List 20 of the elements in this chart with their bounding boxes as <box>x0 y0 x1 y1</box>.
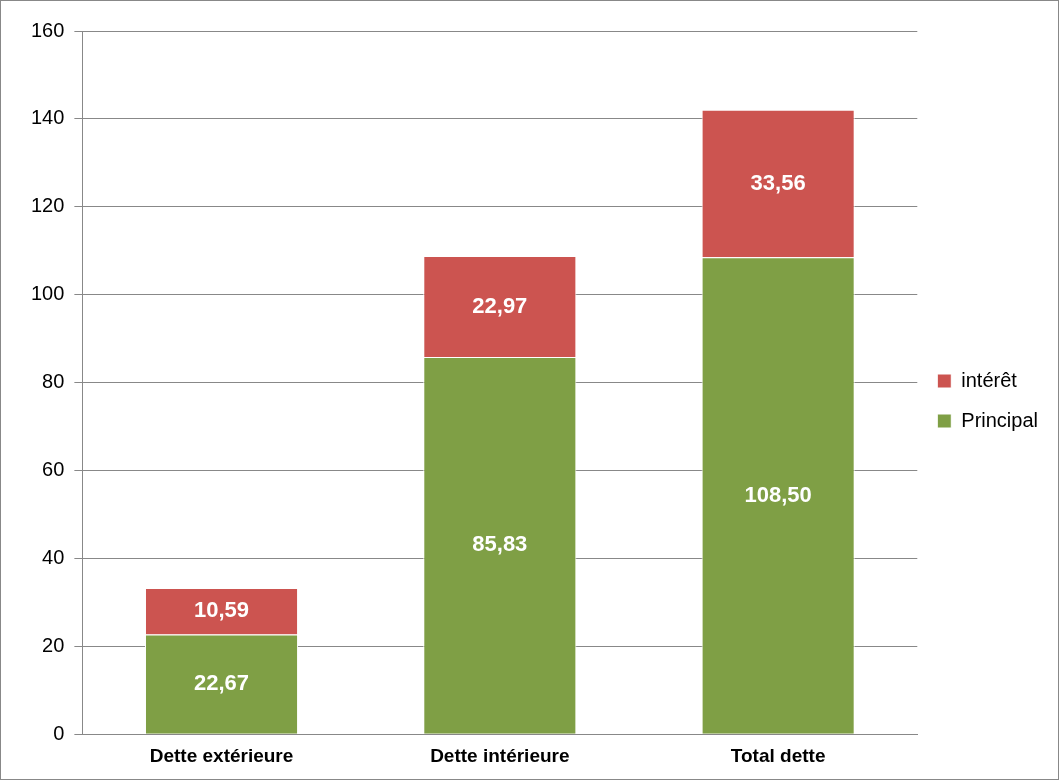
y-tick-label: 0 <box>53 721 65 744</box>
y-tick-label: 60 <box>42 458 65 481</box>
data-label: 108,50 <box>744 481 812 507</box>
y-tick-label: 40 <box>42 545 65 568</box>
x-tick-label: Total dette <box>730 744 826 766</box>
x-tick-label: Dette extérieure <box>149 744 294 766</box>
legend-label: Principal <box>961 408 1038 431</box>
y-tick-label: 120 <box>30 194 65 217</box>
data-label: 33,56 <box>750 169 806 195</box>
y-tick-label: 160 <box>30 18 65 41</box>
y-tick-label: 20 <box>42 633 65 656</box>
data-label: 85,83 <box>472 531 528 557</box>
y-tick-label: 100 <box>30 282 65 305</box>
legend-label: intérêt <box>961 368 1018 391</box>
data-label: 22,67 <box>193 670 250 696</box>
y-tick-label: 80 <box>42 370 65 393</box>
x-tick-label: Dette intérieure <box>430 744 570 766</box>
data-label: 10,59 <box>193 597 250 623</box>
y-tick-label: 140 <box>30 106 65 129</box>
data-label: 22,97 <box>472 292 528 318</box>
